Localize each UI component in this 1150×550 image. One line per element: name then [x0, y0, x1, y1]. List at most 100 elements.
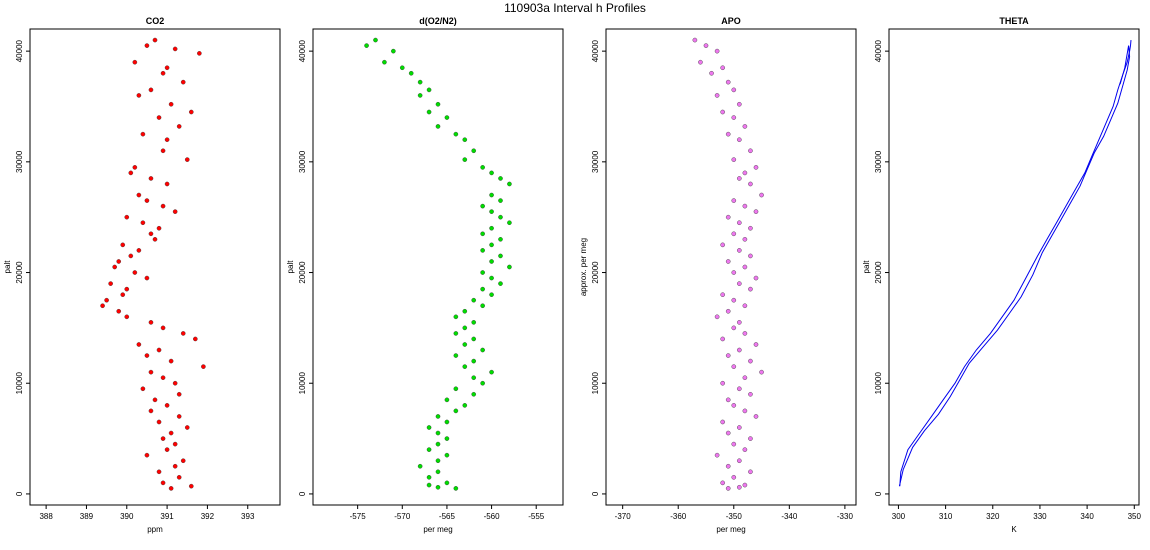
data-point: [132, 59, 138, 65]
data-point: [737, 386, 742, 392]
data-point: [725, 214, 731, 220]
data-point: [140, 131, 146, 137]
x-tick-label: 391: [160, 512, 174, 521]
x-tick-label: 330: [1033, 512, 1047, 521]
data-point: [184, 157, 190, 162]
data-point: [498, 214, 503, 220]
data-point: [100, 303, 105, 309]
data-point: [720, 242, 725, 248]
x-tick-label: -370: [615, 512, 632, 521]
data-point: [742, 124, 748, 129]
x-tick-label: -360: [670, 512, 687, 521]
panel-0: CO2 388 389 390 391 392 393 0 10000 20000 30000 400…: [3, 16, 281, 534]
data-point: [748, 436, 753, 441]
panel-title: CO2: [146, 16, 165, 26]
data-point: [148, 369, 154, 375]
data-point: [731, 270, 737, 275]
data-point: [426, 475, 432, 480]
data-point: [172, 380, 178, 386]
data-point: [132, 165, 138, 170]
data-point: [725, 463, 731, 469]
data-point: [480, 303, 485, 309]
x-tick-label: -350: [726, 512, 743, 521]
data-point: [462, 342, 468, 347]
data-point: [435, 101, 441, 107]
data-point: [140, 386, 146, 392]
data-point: [435, 441, 441, 447]
data-point: [480, 165, 485, 170]
data-point: [720, 109, 725, 115]
panel-title: d(O2/N2): [419, 16, 457, 26]
data-point: [108, 281, 113, 286]
data-point: [144, 43, 150, 48]
data-point: [116, 308, 122, 314]
data-point: [725, 79, 731, 85]
data-point: [489, 259, 494, 264]
data-point: [471, 336, 477, 342]
data-point: [720, 419, 725, 425]
data-point: [753, 342, 759, 347]
data-point: [742, 375, 748, 380]
data-point: [152, 397, 158, 403]
data-point: [132, 270, 138, 275]
data-point: [725, 430, 731, 436]
data-point: [471, 392, 477, 397]
y-tick-label: 0: [298, 491, 307, 496]
data-point: [136, 93, 142, 98]
data-point: [737, 137, 742, 142]
data-point: [408, 70, 414, 76]
data-point: [753, 414, 759, 419]
data-point: [176, 475, 182, 480]
data-point: [720, 292, 725, 297]
data-point: [156, 115, 162, 120]
data-point: [714, 93, 720, 98]
data-point: [753, 275, 759, 281]
data-point: [144, 198, 150, 203]
y-axis-label: palt: [286, 260, 295, 274]
x-tick-label: 350: [1128, 512, 1142, 521]
data-point: [124, 314, 130, 320]
x-axis-label: per meg: [423, 525, 452, 534]
data-point: [737, 176, 742, 181]
data-point: [180, 331, 186, 336]
data-point: [144, 275, 150, 281]
data-point: [480, 203, 485, 209]
data-point: [480, 231, 485, 237]
data-point: [193, 336, 198, 342]
data-point: [489, 192, 494, 198]
data-point: [480, 270, 485, 275]
x-axis-label: per meg: [716, 525, 745, 534]
y-tick-label: 30000: [15, 150, 24, 173]
y-axis-label: approx. per meg: [579, 238, 588, 296]
data-point: [480, 380, 485, 386]
data-point: [188, 483, 194, 489]
y-tick-label: 0: [591, 491, 600, 496]
data-point: [160, 375, 166, 380]
data-point: [188, 109, 194, 115]
figure-title: 110903a Interval h Profiles: [504, 1, 646, 15]
data-point: [160, 325, 166, 331]
data-point: [462, 308, 468, 314]
data-point: [462, 325, 468, 331]
y-tick-label: 0: [874, 491, 883, 496]
data-point: [201, 364, 206, 369]
data-point: [444, 452, 450, 458]
data-point: [731, 231, 737, 237]
data-point: [725, 486, 731, 491]
data-point: [507, 181, 512, 187]
data-point: [462, 157, 468, 162]
data-point: [136, 248, 142, 253]
data-point: [172, 209, 178, 214]
data-point: [698, 59, 703, 65]
data-point: [160, 436, 166, 441]
data-point: [489, 209, 494, 214]
data-point: [164, 65, 170, 71]
data-point: [471, 148, 477, 154]
x-tick-label: -560: [484, 512, 501, 521]
panel-2: APO -370 -360 -350 -340 -330 0 10000 20000 30000 4…: [579, 16, 857, 534]
data-point: [426, 425, 432, 430]
data-point: [172, 441, 178, 447]
data-point: [453, 386, 459, 392]
data-point: [426, 87, 432, 93]
data-point: [104, 297, 109, 303]
